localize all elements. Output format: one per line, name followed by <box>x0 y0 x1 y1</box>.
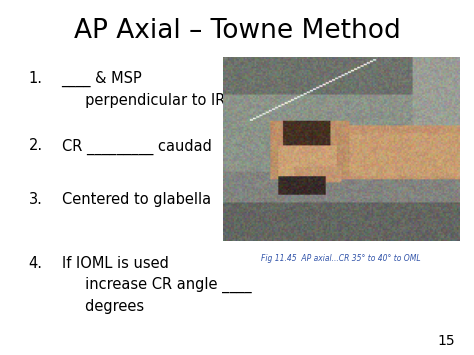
Text: Centered to glabella: Centered to glabella <box>62 192 211 207</box>
Text: Fig 11.45  AP axial...CR 35° to 40° to OML: Fig 11.45 AP axial...CR 35° to 40° to OM… <box>262 254 421 263</box>
Text: 3.: 3. <box>28 192 42 207</box>
Text: If IOML is used
     increase CR angle ____
     degrees: If IOML is used increase CR angle ____ d… <box>62 256 251 314</box>
Text: 4.: 4. <box>28 256 43 271</box>
Text: ____ & MSP
     perpendicular to IR: ____ & MSP perpendicular to IR <box>62 71 225 108</box>
Text: 2.: 2. <box>28 138 43 153</box>
Text: CR _________ caudad: CR _________ caudad <box>62 138 211 155</box>
Text: 15: 15 <box>438 334 455 348</box>
Text: AP Axial – Towne Method: AP Axial – Towne Method <box>73 18 401 44</box>
Text: 1.: 1. <box>28 71 43 86</box>
